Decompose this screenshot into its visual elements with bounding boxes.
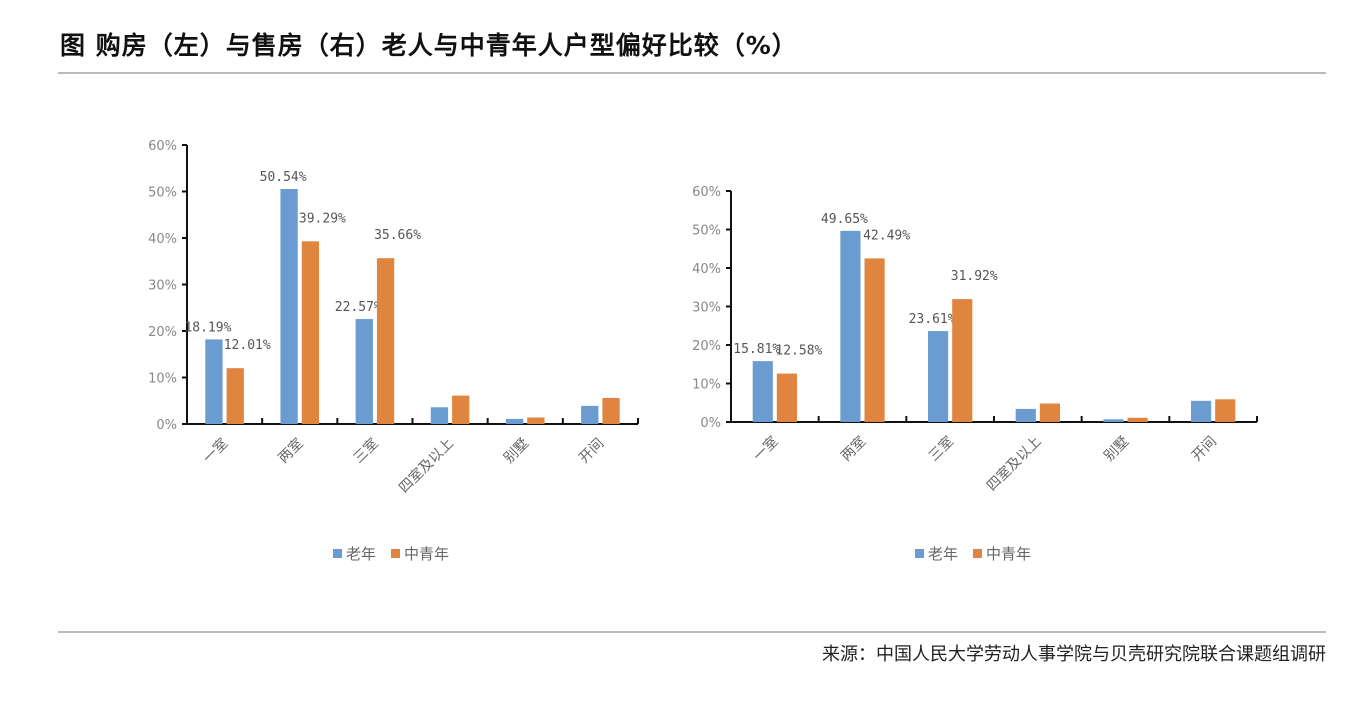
- top-divider: [58, 72, 1326, 74]
- legend-label: 老年: [928, 545, 958, 563]
- y-tick-label: 20%: [148, 325, 177, 340]
- bar-youth: [864, 258, 885, 422]
- bar-elderly: [280, 188, 298, 424]
- bar-youth: [376, 258, 395, 424]
- legend-label: 中青年: [404, 545, 449, 563]
- x-tick-label: 四室及以上: [395, 435, 457, 497]
- bar-elderly: [355, 319, 373, 424]
- legend-swatch: [333, 549, 342, 558]
- y-tick-label: 10%: [692, 378, 721, 393]
- y-tick-label: 60%: [692, 185, 721, 200]
- bar-elderly: [1191, 400, 1212, 422]
- x-tick-label: 三室: [350, 435, 382, 467]
- x-tick-label: 一室: [200, 435, 232, 467]
- data-label: 39.29%: [299, 211, 346, 226]
- y-tick-label: 30%: [692, 301, 721, 316]
- y-tick-label: 0%: [156, 418, 177, 433]
- legend-label: 老年: [346, 545, 376, 563]
- bar-youth: [952, 299, 973, 422]
- data-label: 42.49%: [863, 228, 910, 243]
- source-note: 来源：中国人民大学劳动人事学院与贝壳研究院联合课题组调研: [822, 644, 1326, 665]
- bar-elderly: [752, 361, 773, 422]
- y-tick-label: 10%: [148, 372, 177, 387]
- data-label: 12.58%: [775, 344, 822, 359]
- y-tick-label: 50%: [692, 224, 721, 239]
- bar-youth: [1215, 399, 1236, 422]
- legend-swatch: [973, 549, 982, 558]
- data-label: 49.65%: [821, 212, 868, 227]
- legend-swatch: [391, 549, 400, 558]
- y-tick-label: 40%: [692, 262, 721, 277]
- bar-elderly: [840, 230, 861, 422]
- bar-elderly: [581, 405, 599, 424]
- legend-label: 中青年: [986, 545, 1031, 563]
- data-label: 22.57%: [335, 300, 382, 315]
- data-label: 31.92%: [951, 269, 998, 284]
- y-tick-label: 30%: [148, 279, 177, 294]
- y-tick-label: 0%: [700, 416, 721, 431]
- y-tick-label: 50%: [148, 186, 177, 201]
- bar-youth: [1127, 417, 1148, 422]
- bar-youth: [602, 397, 620, 424]
- bar-elderly: [505, 418, 524, 424]
- y-tick-label: 60%: [148, 139, 177, 154]
- data-label: 18.19%: [184, 320, 231, 335]
- bar-youth: [776, 373, 797, 422]
- bar-elderly: [430, 407, 449, 424]
- x-tick-label: 别墅: [1101, 434, 1132, 465]
- data-label: 23.61%: [909, 312, 956, 327]
- bar-elderly: [205, 339, 223, 424]
- legend-swatch: [915, 549, 924, 558]
- x-tick-label: 两室: [275, 435, 307, 467]
- x-tick-label: 两室: [838, 433, 870, 465]
- bottom-divider: [58, 631, 1326, 633]
- x-tick-label: 一室: [750, 433, 782, 465]
- data-label: 15.81%: [733, 342, 780, 357]
- data-label: 50.54%: [260, 170, 307, 185]
- bar-elderly: [928, 331, 949, 422]
- data-label: 35.66%: [374, 228, 421, 243]
- x-tick-label: 开间: [576, 436, 607, 467]
- figure-title: 图 购房（左）与售房（右）老人与中青年人户型偏好比较（%）: [60, 31, 798, 60]
- bar-youth: [452, 395, 470, 424]
- bar-youth: [226, 368, 244, 424]
- y-tick-label: 20%: [692, 339, 721, 354]
- x-tick-label: 开间: [1189, 434, 1220, 465]
- x-tick-label: 别墅: [501, 436, 532, 467]
- x-tick-label: 四室及以上: [983, 433, 1045, 495]
- bar-elderly: [1015, 408, 1036, 422]
- bar-youth: [1039, 403, 1060, 422]
- bar-youth: [527, 417, 545, 424]
- bar-youth: [301, 241, 320, 424]
- bar-elderly: [1103, 419, 1124, 422]
- data-label: 12.01%: [224, 338, 271, 353]
- x-tick-label: 三室: [925, 433, 957, 465]
- y-tick-label: 40%: [148, 232, 177, 247]
